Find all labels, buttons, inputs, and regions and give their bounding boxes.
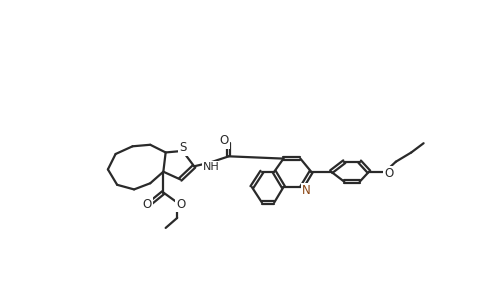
Text: NH: NH: [203, 162, 219, 172]
Text: O: O: [142, 197, 152, 211]
Text: O: O: [220, 134, 229, 148]
Text: N: N: [302, 184, 311, 197]
Text: O: O: [177, 197, 186, 211]
Text: S: S: [180, 141, 187, 154]
Text: O: O: [384, 167, 393, 180]
